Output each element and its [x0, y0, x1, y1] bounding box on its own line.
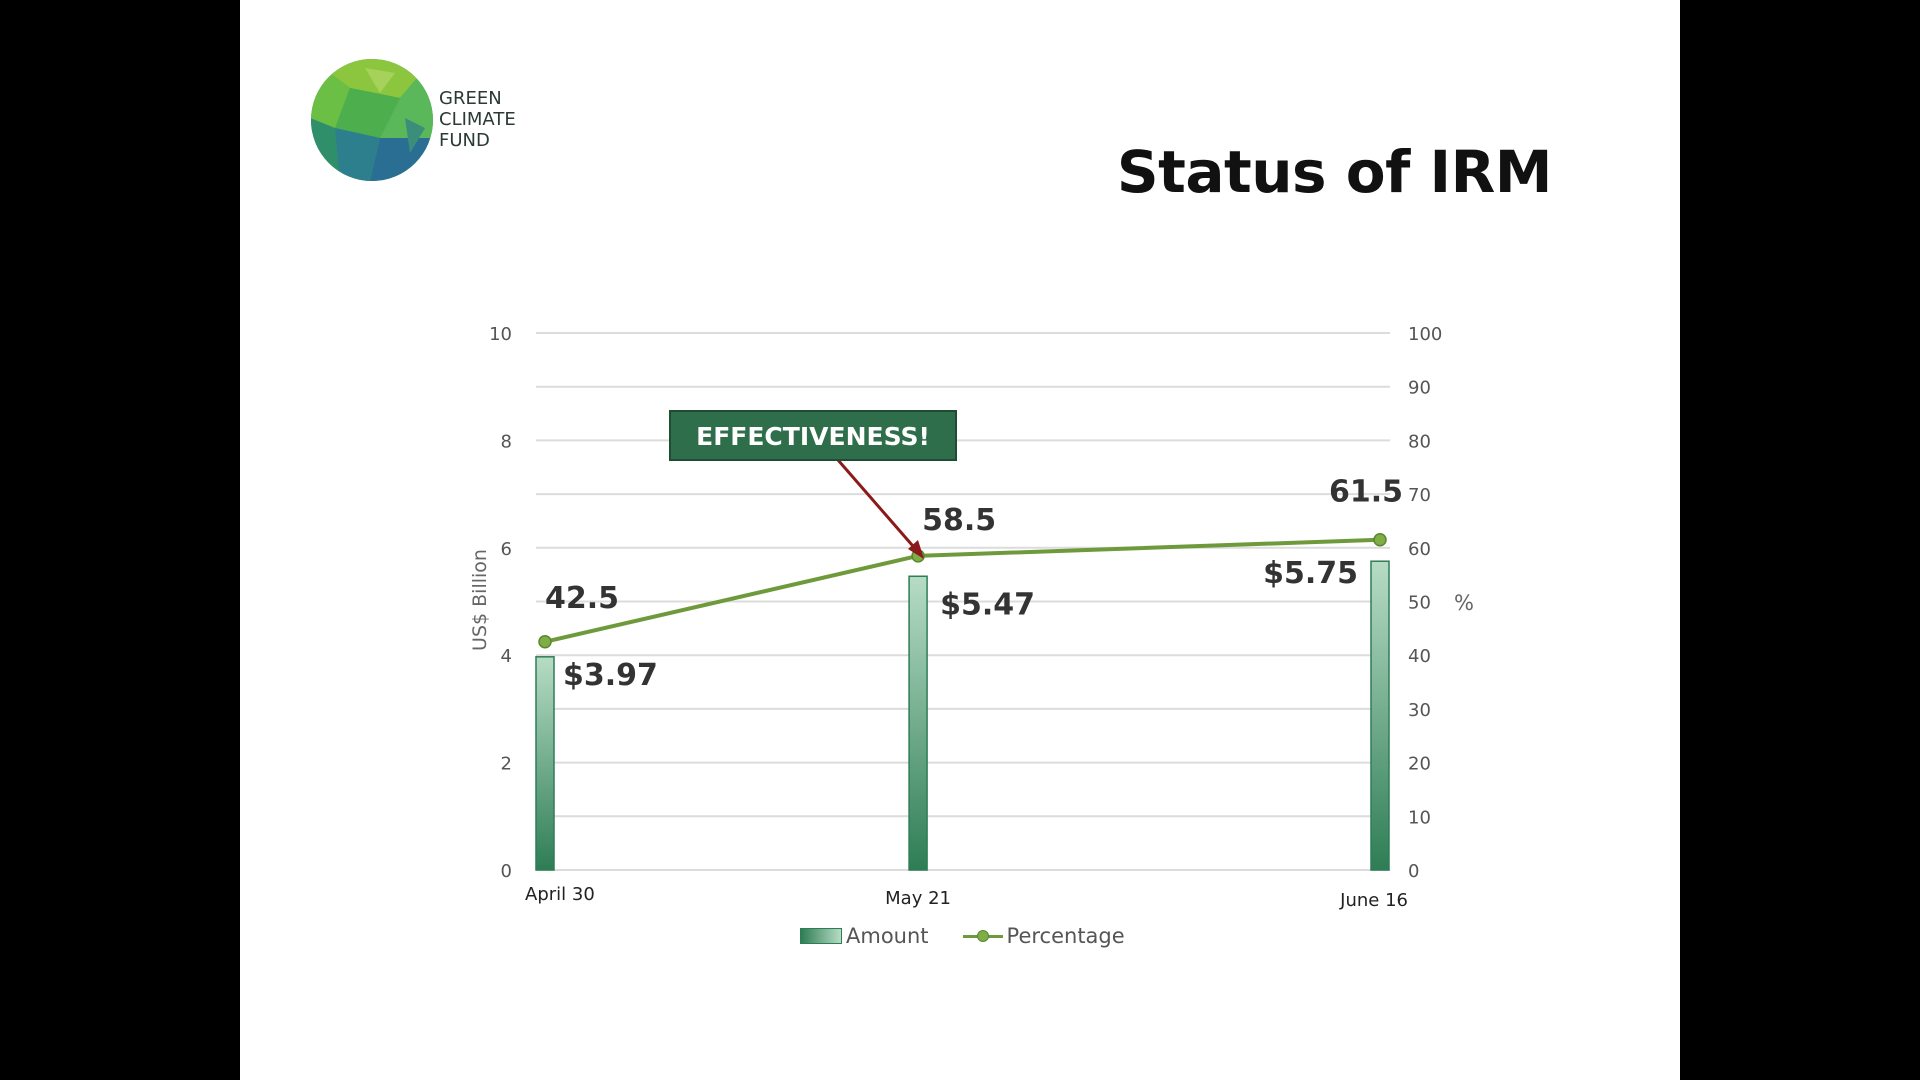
percentage-data-label: 61.5 [1329, 475, 1403, 510]
slide-title: Status of IRM [1116, 138, 1553, 206]
irm-chart: 0 10 20 30 40 50 60 70 80 90 100 0 2 4 6 8 10 US$ Billion… [469, 324, 1474, 911]
logo-line: GREEN [439, 88, 502, 109]
legend-line-swatch [962, 929, 1003, 943]
y2-tick-label: 90 [1408, 378, 1431, 399]
y2-tick-label: 20 [1408, 754, 1431, 775]
x-tick-label: June 16 [1339, 890, 1408, 911]
y-tick-label: 8 [501, 431, 512, 452]
percentage-data-label: 58.5 [922, 503, 996, 538]
callout-arrow [836, 459, 921, 554]
globe-logo-icon [311, 59, 433, 181]
legend-item-amount: Amount [800, 924, 929, 948]
y2-tick-label: 30 [1408, 700, 1431, 721]
amount-bar [908, 575, 928, 871]
x-tick-label: May 21 [885, 888, 951, 909]
y2-tick-label: 70 [1408, 485, 1431, 506]
callout-text: EFFECTIVENESS! [696, 422, 930, 451]
logo-line: FUND [439, 130, 490, 151]
percentage-point [1373, 532, 1387, 547]
y-tick-label: 2 [501, 754, 512, 775]
legend-label: Amount [846, 924, 929, 948]
y-axis-label: US$ Billion [469, 549, 491, 651]
y-tick-label: 4 [501, 646, 512, 667]
y2-tick-label: 80 [1408, 431, 1431, 452]
amount-bar [535, 656, 555, 871]
percentage-data-label: 42.5 [545, 581, 619, 616]
y2-axis-label: % [1454, 591, 1474, 615]
y2-tick-label: 10 [1408, 807, 1431, 828]
y2-tick-label: 100 [1408, 324, 1442, 345]
amount-data-label: $3.97 [563, 658, 658, 693]
amount-bar [1370, 560, 1390, 871]
amount-data-label: $5.47 [940, 587, 1035, 622]
amount-data-label: $5.75 [1263, 556, 1358, 591]
chart-legend: Amount Percentage [800, 924, 1159, 948]
y2-tick-label: 40 [1408, 646, 1431, 667]
y-tick-label: 6 [501, 539, 512, 560]
x-tick-label: April 30 [525, 884, 595, 905]
y2-tick-label: 0 [1408, 861, 1419, 882]
legend-item-percentage: Percentage [962, 924, 1125, 948]
y-tick-label: 10 [489, 324, 512, 345]
y2-tick-label: 60 [1408, 539, 1431, 560]
percentage-point [538, 635, 552, 649]
legend-bar-swatch [800, 928, 842, 944]
legend-label: Percentage [1006, 924, 1125, 948]
logo-wordmark: GREEN CLIMATE FUND [439, 88, 516, 151]
callout-box [669, 410, 957, 461]
callout-arrowhead [908, 540, 924, 559]
y-tick-label: 0 [501, 861, 512, 882]
logo-line: CLIMATE [439, 109, 516, 130]
y2-tick-label: 50 [1408, 593, 1431, 614]
slide: GREEN CLIMATE FUND Status of IRM 0 10 20 30… [240, 0, 1680, 1080]
